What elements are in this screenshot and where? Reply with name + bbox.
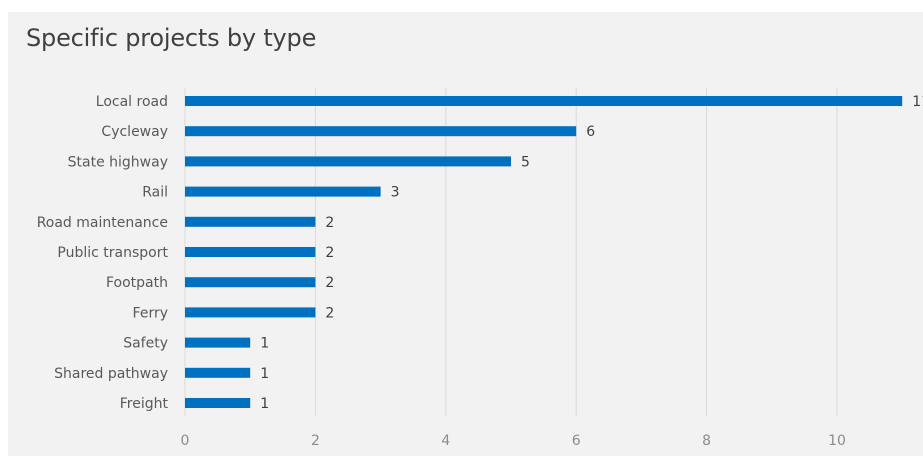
- category-label: Cycleway: [101, 124, 168, 140]
- data-label: 2: [325, 275, 334, 291]
- category-label: Public transport: [57, 245, 168, 261]
- category-label: Local road: [96, 94, 168, 110]
- data-label: 1: [260, 366, 269, 382]
- data-label: 3: [391, 185, 400, 201]
- data-label: 11: [912, 94, 923, 110]
- data-label: 2: [325, 305, 334, 321]
- category-label: Shared pathway: [54, 366, 168, 382]
- x-tick-label: 6: [572, 433, 581, 449]
- category-label: State highway: [68, 154, 168, 170]
- bar: [185, 156, 511, 166]
- data-labels: 116532222111: [260, 94, 923, 412]
- category-labels: Local road Cycleway State highway Rail Road …: [37, 94, 169, 412]
- bar: [185, 126, 576, 136]
- bar: [185, 398, 250, 408]
- data-label: 1: [260, 396, 269, 412]
- x-tick-label: 4: [441, 433, 450, 449]
- x-tick-label: 10: [828, 433, 846, 449]
- x-axis-tick-labels: 0 2 4 6 8 10: [181, 433, 846, 449]
- x-tick-label: 0: [181, 433, 190, 449]
- category-label: Safety: [123, 336, 168, 352]
- category-label: Ferry: [133, 305, 168, 321]
- category-label: Rail: [142, 185, 168, 201]
- data-label: 2: [325, 215, 334, 231]
- x-tick-label: 2: [311, 433, 320, 449]
- bar: [185, 187, 381, 197]
- bar: [185, 277, 315, 287]
- category-label: Road maintenance: [37, 215, 168, 231]
- category-label: Footpath: [106, 275, 168, 291]
- category-label: Freight: [120, 396, 169, 412]
- x-tick-label: 8: [702, 433, 711, 449]
- data-label: 2: [325, 245, 334, 261]
- bar: [185, 217, 315, 227]
- bars: [185, 96, 902, 408]
- bar: [185, 368, 250, 378]
- bar: [185, 307, 315, 317]
- data-label: 1: [260, 336, 269, 352]
- data-label: 5: [521, 154, 530, 170]
- bar: [185, 247, 315, 257]
- bar: [185, 96, 902, 106]
- bar: [185, 338, 250, 348]
- data-label: 6: [586, 124, 595, 140]
